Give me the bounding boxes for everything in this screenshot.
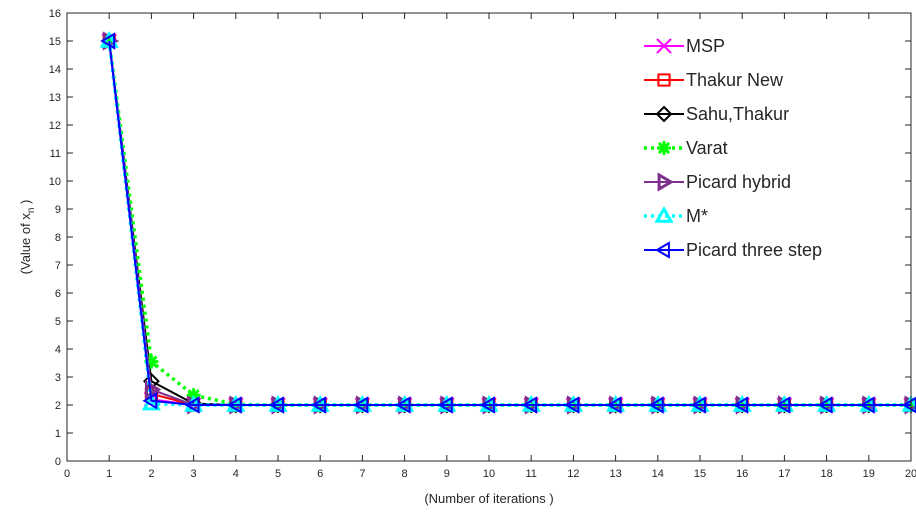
y-tick-label: 1 xyxy=(55,428,61,440)
x-tick-label: 7 xyxy=(359,468,365,480)
y-axis-label-subscript: n xyxy=(26,208,37,214)
data-point-marker xyxy=(817,396,833,414)
y-axis-label: (Value of xn ) xyxy=(18,200,37,275)
data-point-marker xyxy=(775,396,791,414)
legend-marker-swatch xyxy=(654,205,674,223)
series-layer xyxy=(99,30,916,415)
y-tick-label: 8 xyxy=(55,232,61,244)
x-tick-label: 20 xyxy=(905,468,916,480)
y-tick-label: 3 xyxy=(55,372,61,384)
x-tick-label: 3 xyxy=(191,468,197,480)
x-tick-label: 16 xyxy=(736,468,748,480)
plot-border xyxy=(66,12,912,462)
y-tick-label: 2 xyxy=(55,400,61,412)
data-point-marker xyxy=(142,392,158,410)
x-axis-label: (Number of iterations ) xyxy=(424,491,553,506)
data-point-marker xyxy=(144,354,159,369)
legend-entry: M* xyxy=(644,205,708,226)
data-point-marker xyxy=(145,379,162,400)
legend-label: Thakur New xyxy=(686,70,784,90)
data-point-marker xyxy=(859,396,875,414)
legend-marker-swatch xyxy=(657,172,674,192)
x-tick-label: 2 xyxy=(148,468,154,480)
data-point-marker xyxy=(691,396,706,414)
x-tick-label: 15 xyxy=(694,468,706,480)
data-point-marker xyxy=(606,396,622,414)
data-point-marker xyxy=(437,396,453,414)
legend-label: Varat xyxy=(686,138,728,158)
legend-entry: Picard hybrid xyxy=(644,172,791,192)
x-tick-label: 8 xyxy=(402,468,408,480)
y-tick-label: 10 xyxy=(49,176,61,188)
x-tick-label: 19 xyxy=(863,468,875,480)
axis-ticks: 0 1 2 3 4 5 6 7 8 9 10 11 12 13 14 15 16 17 18 19 2001234567… xyxy=(49,8,916,480)
data-point-marker xyxy=(353,396,369,414)
y-tick-label: 14 xyxy=(49,64,61,76)
legend-entry: Thakur New xyxy=(644,70,784,90)
data-point-marker xyxy=(184,396,200,414)
y-tick-label: 16 xyxy=(49,8,61,20)
data-point-marker xyxy=(480,396,495,414)
legend-entry: Varat xyxy=(644,138,728,158)
plot-area xyxy=(67,13,911,461)
legend-marker-swatch xyxy=(656,38,672,54)
data-point-marker xyxy=(733,396,749,414)
data-point-marker xyxy=(226,396,242,414)
x-tick-label: 1 xyxy=(106,468,112,480)
x-tick-label: 17 xyxy=(778,468,790,480)
x-tick-label: 6 xyxy=(317,468,323,480)
data-point-marker xyxy=(522,396,538,414)
data-point-marker xyxy=(564,396,580,414)
legend-marker-swatch xyxy=(657,73,671,87)
legend-label: Picard hybrid xyxy=(686,172,791,192)
x-tick-label: 10 xyxy=(483,468,495,480)
x-tick-label: 18 xyxy=(820,468,832,480)
legend-entry: MSP xyxy=(644,36,725,56)
x-tick-label: 0 xyxy=(64,468,70,480)
y-tick-label: 6 xyxy=(55,288,61,300)
legend: MSP Thakur New Sahu,Thakur Varat Picard hybr… xyxy=(644,36,822,260)
y-tick-label: 13 xyxy=(49,92,61,104)
legend-label: Sahu,Thakur xyxy=(686,104,789,124)
y-tick-label: 11 xyxy=(50,148,61,160)
x-tick-label: 11 xyxy=(525,468,536,480)
x-tick-label: 14 xyxy=(652,468,664,480)
y-tick-label: 9 xyxy=(55,204,61,216)
y-tick-label: 12 xyxy=(49,120,61,132)
data-point-marker xyxy=(100,32,116,50)
legend-marker-swatch xyxy=(657,141,671,155)
x-tick-label: 4 xyxy=(233,468,239,480)
y-tick-label: 5 xyxy=(55,316,61,328)
x-tick-label: 13 xyxy=(609,468,621,480)
series-picard-three-step xyxy=(100,32,916,414)
legend-marker-swatch xyxy=(655,105,673,123)
legend-label: Picard three step xyxy=(686,240,822,260)
data-point-marker xyxy=(269,396,284,414)
y-tick-label: 4 xyxy=(55,344,61,356)
y-tick-label: 15 xyxy=(49,36,61,48)
y-axis-label-suffix: ) xyxy=(18,200,33,208)
x-tick-label: 9 xyxy=(444,468,450,480)
legend-label: MSP xyxy=(686,36,725,56)
x-tick-label: 12 xyxy=(567,468,579,480)
data-point-marker xyxy=(395,396,411,414)
legend-label: M* xyxy=(686,206,708,226)
data-point-marker xyxy=(648,396,664,414)
x-tick-label: 5 xyxy=(275,468,281,480)
y-axis-label-main: (Value of x xyxy=(18,213,33,275)
data-point-marker xyxy=(311,396,327,414)
legend-entry: Picard three step xyxy=(644,240,822,260)
legend-entry: Sahu,Thakur xyxy=(644,104,789,124)
y-tick-label: 7 xyxy=(55,260,61,272)
y-tick-label: 0 xyxy=(55,456,61,468)
legend-marker-swatch xyxy=(655,241,670,259)
